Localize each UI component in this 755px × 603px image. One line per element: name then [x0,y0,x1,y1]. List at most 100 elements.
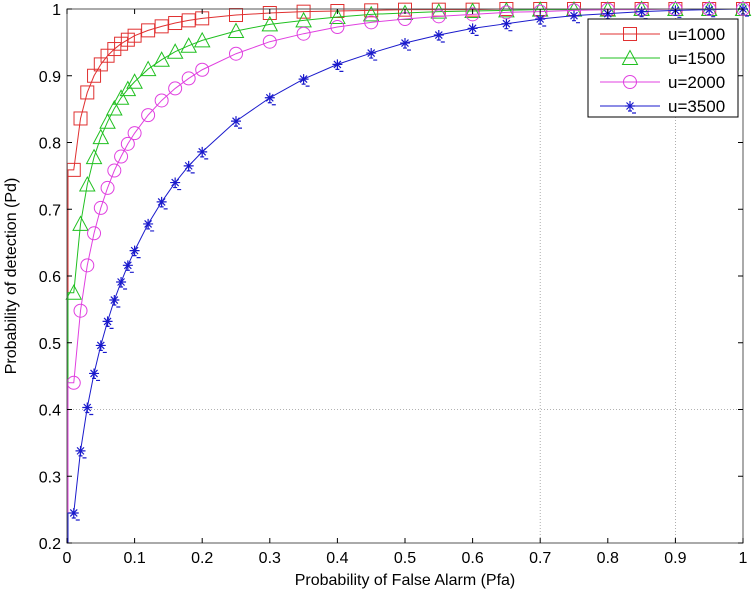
x-tick-label: 1 [739,550,748,567]
data-point [116,277,128,290]
x-axis-label: Probability of False Alarm (Pfa) [295,572,516,589]
grid-lines [67,9,743,543]
data-point [704,4,716,18]
y-tick-label: 0.2 [39,536,61,553]
data-point [501,18,513,32]
legend-marker [623,27,637,41]
data-point [78,175,96,192]
data-point [75,445,87,459]
data-point [73,111,88,126]
data-point [143,218,155,232]
data-point [65,284,83,300]
data-point [156,196,168,210]
data-point [153,51,170,67]
data-point [87,226,102,241]
data-point [99,113,116,129]
y-tick-label: 0.6 [39,269,61,286]
data-point [92,128,110,145]
data-point [180,37,198,53]
data-point [154,19,169,34]
x-tick-label: 0.3 [259,550,281,567]
data-point [112,89,130,105]
data-point [197,146,209,160]
data-point [296,4,311,19]
series-line [67,8,743,543]
series-line [67,8,743,543]
data-point [95,340,107,354]
data-point [498,1,515,18]
data-point [122,260,134,273]
data-point [262,6,277,21]
data-point [465,7,480,22]
data-point [168,16,183,31]
data-point [80,258,95,273]
legend-marker [621,49,639,65]
data-point [82,402,94,416]
series-u-3500 [67,4,749,543]
x-tick-label: 0.4 [326,550,348,567]
data-point [100,180,115,195]
data-point [362,5,380,22]
data-point [89,368,101,382]
data-point [154,93,169,108]
legend-box [587,18,739,118]
data-point [366,48,378,61]
y-tick-label: 0.9 [39,69,61,86]
legend-label: u=2000 [668,73,725,92]
y-tick-label: 0.4 [39,403,61,420]
x-tick-label: 0.6 [461,550,483,567]
data-point [141,108,156,123]
data-point [195,62,210,77]
x-tick-label: 0.5 [394,550,416,567]
data-point [400,38,411,51]
data-point [126,73,143,89]
data-point [129,245,141,259]
data-point [227,22,245,39]
data-point [181,71,196,86]
data-point [364,3,379,18]
x-tick-label: 0.7 [529,550,551,567]
x-tick-label: 0.2 [191,550,213,567]
legend-marker [625,101,636,114]
data-point [127,126,142,141]
data-point [127,28,142,43]
data-point [114,149,129,164]
y-axis-label: Probability of detection (Pd) [3,178,20,375]
legend-label: u=3500 [668,97,725,116]
data-point [261,15,279,32]
y-tick-label: 0.5 [39,336,61,353]
data-point [264,92,276,106]
data-point [569,10,580,24]
data-point [231,116,242,129]
legend-label: u=1000 [668,25,725,44]
data-point [141,23,156,38]
data-point [229,46,243,61]
data-point [170,177,182,191]
data-point [329,8,346,25]
y-tick-label: 1 [52,2,61,19]
data-point [332,59,344,73]
data-point [364,15,379,30]
data-point [93,200,108,215]
data-point [68,507,80,521]
x-tick-label: 0 [63,550,72,567]
ticks: 0 0.1 0.2 0.3 0.4 0.5 0.6 0.7 0.8 0.9 1 0.2 0.3 0.4 0.… [39,2,748,567]
data-point [636,6,648,20]
data-point [433,30,445,43]
legend: u=1000 u=1500 u=2000 u=3500 [587,18,739,118]
y-tick-label: 0.7 [39,202,61,219]
data-point [398,2,412,17]
x-tick-label: 0.1 [123,550,145,567]
legend-marker [623,75,637,89]
y-tick-label: 0.8 [39,136,61,153]
legend-label: u=1500 [668,49,725,68]
data-point [105,99,123,116]
data-point [330,20,345,35]
data-point [139,60,157,77]
data-point [72,215,89,231]
data-point [120,136,135,151]
data-point [166,43,184,59]
data-point [464,2,481,19]
x-tick-label: 0.8 [597,550,619,567]
